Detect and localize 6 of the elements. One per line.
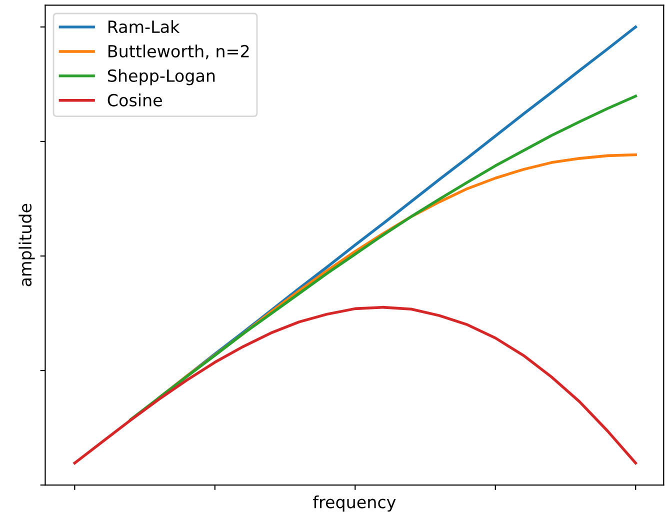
legend-label: Cosine	[108, 94, 162, 106]
legend-label: Buttleworth, n=2	[108, 44, 249, 60]
x-axis-title: frequency	[313, 495, 396, 512]
legend-label: Ram-Lak	[108, 20, 180, 34]
y-axis-title: amplitude	[18, 204, 35, 286]
legend-label: Shepp-Logan	[108, 69, 215, 86]
